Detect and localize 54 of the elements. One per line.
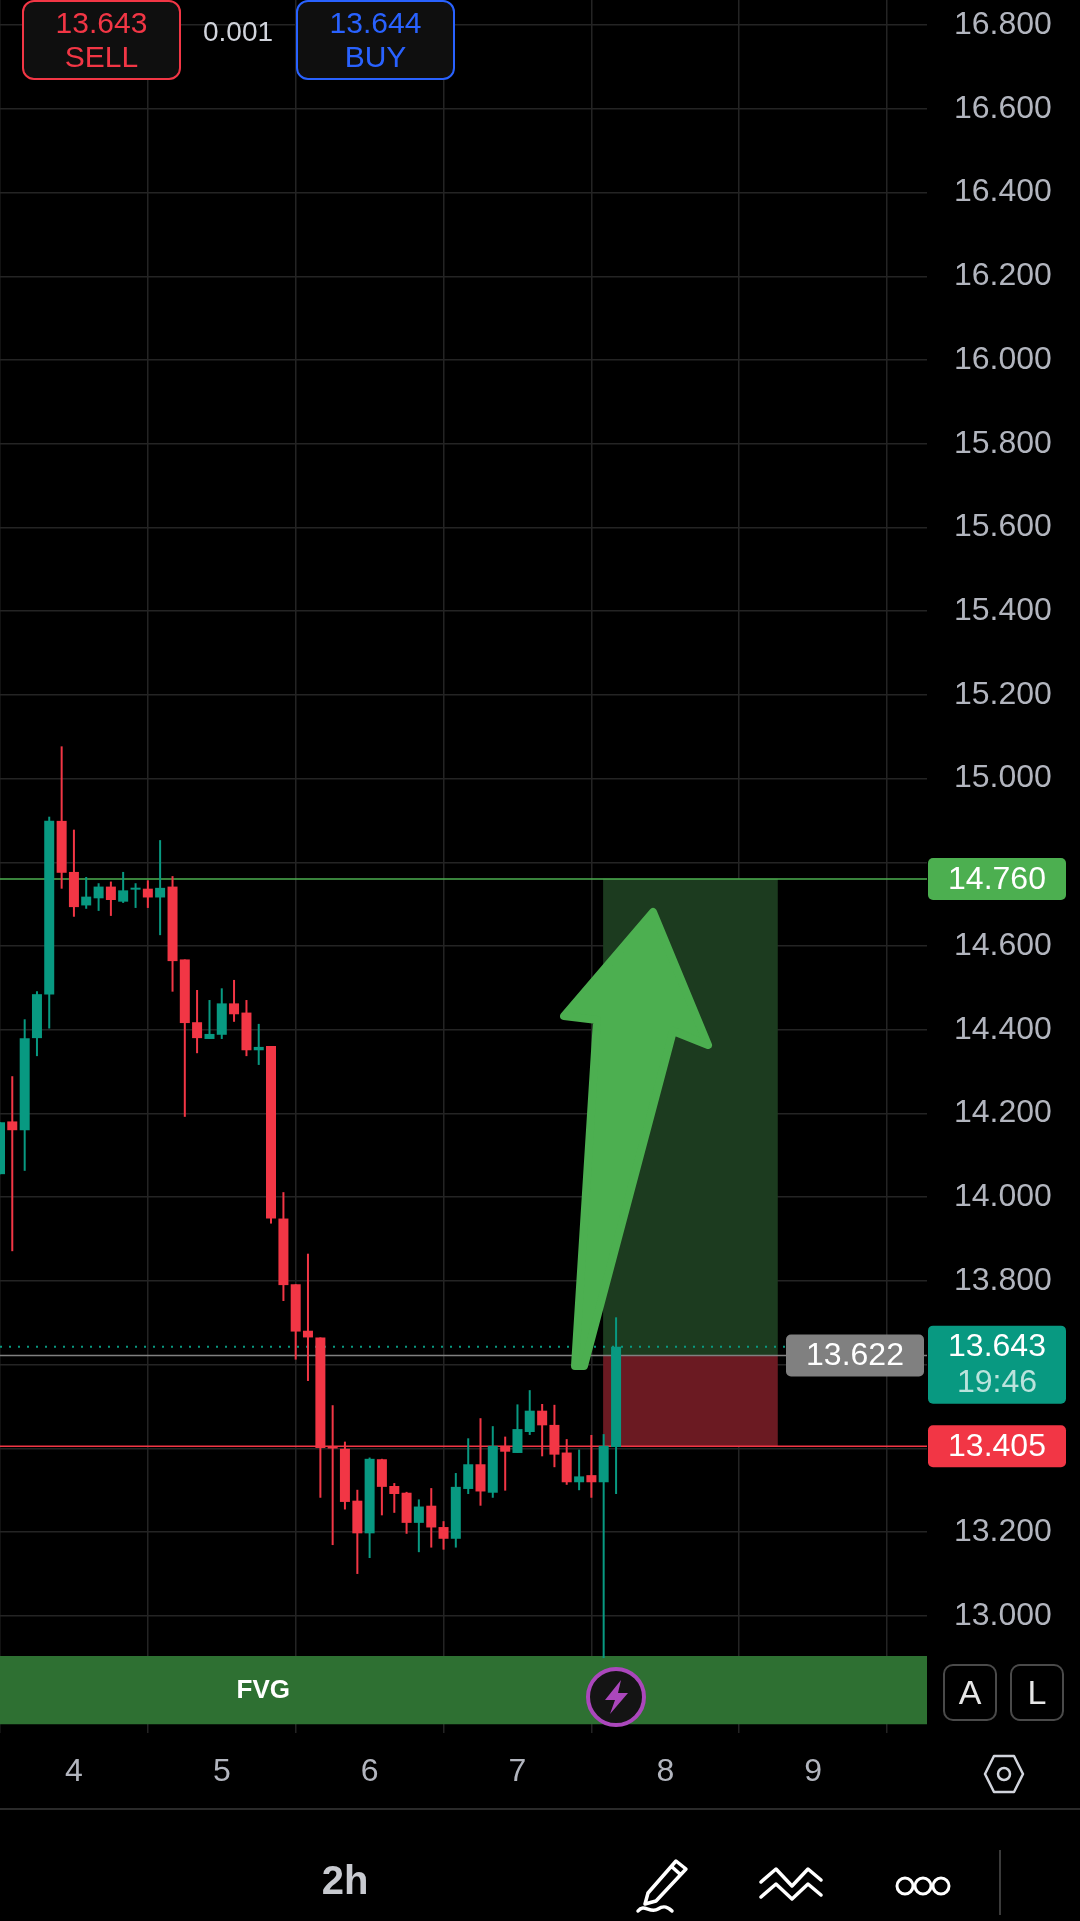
candlestick [118, 870, 129, 904]
y-tick-label: 15.200 [954, 674, 1052, 711]
y-tick-label: 15.800 [954, 423, 1052, 460]
annotation: 0.001 [201, 15, 275, 49]
ref-line-label: 14.760 [948, 859, 1046, 896]
y-tick-label: 14.200 [954, 1093, 1052, 1130]
candlestick [512, 1403, 523, 1454]
candlestick [192, 988, 203, 1055]
y-tick-label: 13.000 [954, 1595, 1052, 1632]
annotation: SELL [63, 40, 140, 74]
candlestick [302, 1252, 313, 1382]
y-tick-label: 16.400 [954, 172, 1052, 209]
y-tick-label: 16.800 [954, 4, 1052, 41]
candlestick [389, 1482, 400, 1514]
text: 2h [320, 1857, 370, 1904]
candlestick [204, 999, 215, 1040]
x-tick-label: 8 [656, 1752, 675, 1789]
candlestick [81, 875, 92, 910]
y-tick-label: 15.600 [954, 507, 1052, 544]
y-tick-label: 13.800 [954, 1260, 1052, 1297]
y-tick-label: 15.400 [954, 590, 1052, 627]
candlestick [142, 879, 153, 909]
band-label: FVG [236, 1674, 290, 1705]
candlestick [426, 1487, 437, 1549]
y-tick-label: 14.600 [954, 925, 1052, 962]
annotation: BUY [343, 40, 408, 74]
x-tick-label: 5 [212, 1752, 231, 1789]
y-tick-label: 16.000 [954, 339, 1052, 376]
candlestick [7, 1075, 18, 1253]
ref-line-label: 13.643 19:46 [948, 1327, 1046, 1400]
candlestick [413, 1498, 424, 1554]
candlestick [438, 1520, 449, 1551]
candlestick [130, 882, 141, 909]
y-tick-label: 13.200 [954, 1511, 1052, 1548]
y-tick-label: 14.400 [954, 1009, 1052, 1046]
candlestick [93, 882, 104, 912]
x-tick-label: 7 [508, 1752, 527, 1789]
x-tick-label: 4 [65, 1752, 83, 1789]
candlestick [155, 839, 166, 937]
candlestick [524, 1389, 535, 1436]
y-tick-label: 14.000 [954, 1177, 1052, 1214]
annotation: 13.644 [328, 6, 423, 40]
x-tick-label: 6 [360, 1752, 379, 1789]
y-tick-label: 15.000 [954, 758, 1052, 795]
candlestick [574, 1448, 585, 1492]
annotation: 13.643 [54, 6, 149, 40]
y-tick-label: 16.600 [954, 88, 1052, 125]
ref-line-label: 13.405 [948, 1427, 1046, 1464]
y-tick-label: 16.200 [954, 256, 1052, 293]
x-tick-label: 9 [804, 1752, 823, 1789]
candlestick [229, 978, 240, 1023]
ref-line-label: 13.622 [806, 1336, 904, 1373]
candlestick [253, 1022, 264, 1066]
candlestick [105, 880, 116, 917]
